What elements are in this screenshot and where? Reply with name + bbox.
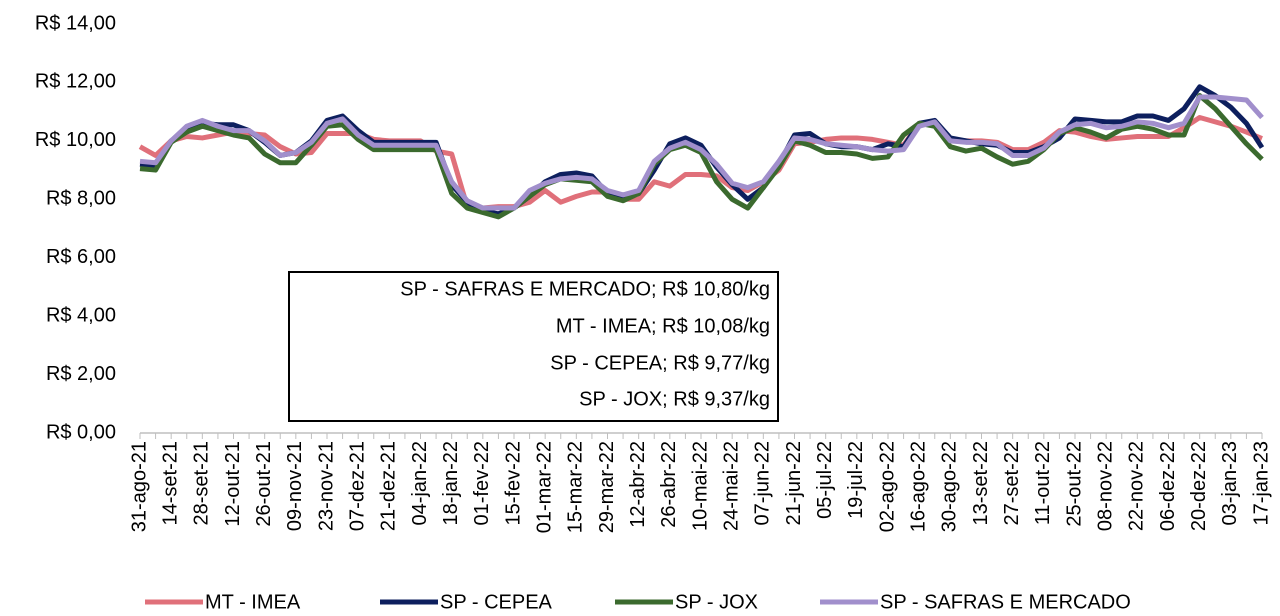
x-tick-label: 27-set-22 [1001,441,1023,526]
x-tick-label: 02-ago-22 [876,441,898,532]
x-tick-label: 11-out-22 [1032,441,1054,525]
x-tick-label: 09-nov-21 [284,441,306,531]
x-tick-label: 23-nov-21 [315,441,337,531]
x-tick-label: 21-jun-22 [783,441,805,526]
x-tick-label: 13-set-22 [970,441,992,526]
y-tick-label: R$ 6,00 [46,246,116,268]
x-tick-label: 05-jul-22 [814,441,836,519]
y-tick-label: R$ 14,00 [35,12,116,34]
series-line [139,84,1265,217]
legend-label: SP - JOX [675,591,758,613]
x-tick-label: 15-mar-22 [565,441,587,533]
x-tick-label: 03-jan-23 [1219,441,1241,526]
y-tick-label: R$ 2,00 [46,363,116,385]
x-tick-label: 07-dez-21 [346,441,368,531]
x-tick-label: 28-set-21 [191,441,213,526]
annotation: SP - SAFRAS E MERCADO; R$ 10,80/kg [400,278,770,300]
series-line [139,94,1264,211]
y-tick-label: R$ 0,00 [46,421,116,443]
x-tick-label: 01-mar-22 [533,441,555,533]
x-tick-label: 07-jun-22 [752,441,774,526]
x-tick-label: 04-jan-22 [409,441,431,526]
x-tick-label: 26-abr-22 [658,441,680,528]
x-tick-label: 16-ago-22 [907,441,929,532]
x-tick-label: 29-mar-22 [596,441,618,533]
series-line [139,93,1264,220]
x-tick-label: 08-nov-22 [1094,441,1116,531]
annotation: SP - JOX; R$ 9,37/kg [579,388,770,410]
x-tick-label: 14-set-21 [159,441,181,526]
y-tick-label: R$ 10,00 [35,129,116,151]
x-tick-label: 10-mai-22 [689,441,711,531]
x-tick-label: 18-jan-22 [440,441,462,526]
annotation-box [288,271,779,422]
x-tick-label: 26-out-21 [253,441,275,527]
x-tick-label: 20-dez-22 [1188,441,1210,531]
x-tick-label: 12-abr-22 [627,441,649,528]
x-tick-label: 31-ago-21 [128,441,150,532]
x-tick-label: 24-mai-22 [720,441,742,531]
x-tick-label: 19-jul-22 [845,441,867,519]
x-tick-label: 30-ago-22 [939,441,961,532]
x-tick-label: 12-out-21 [222,441,244,527]
series-line [138,114,1263,211]
x-tick-label: 01-fev-22 [471,441,493,525]
y-tick-label: R$ 12,00 [35,71,116,93]
x-tick-label: 25-out-22 [1063,441,1085,527]
legend-label: SP - SAFRAS E MERCADO [880,591,1131,613]
y-tick-label: R$ 4,00 [46,304,116,326]
y-tick-label: R$ 8,00 [46,188,116,210]
x-tick-label: 06-dez-22 [1157,441,1179,531]
legend-label: MT - IMEA [205,591,301,613]
annotation: SP - CEPEA; R$ 9,77/kg [550,352,770,374]
annotation: MT - IMEA; R$ 10,08/kg [556,315,770,337]
x-tick-label: 15-fev-22 [502,441,524,526]
x-tick-label: 17-jan-23 [1250,441,1272,526]
x-tick-label: 22-nov-22 [1126,441,1148,531]
legend-label: SP - CEPEA [440,591,553,613]
x-tick-label: 21-dez-21 [378,441,400,531]
